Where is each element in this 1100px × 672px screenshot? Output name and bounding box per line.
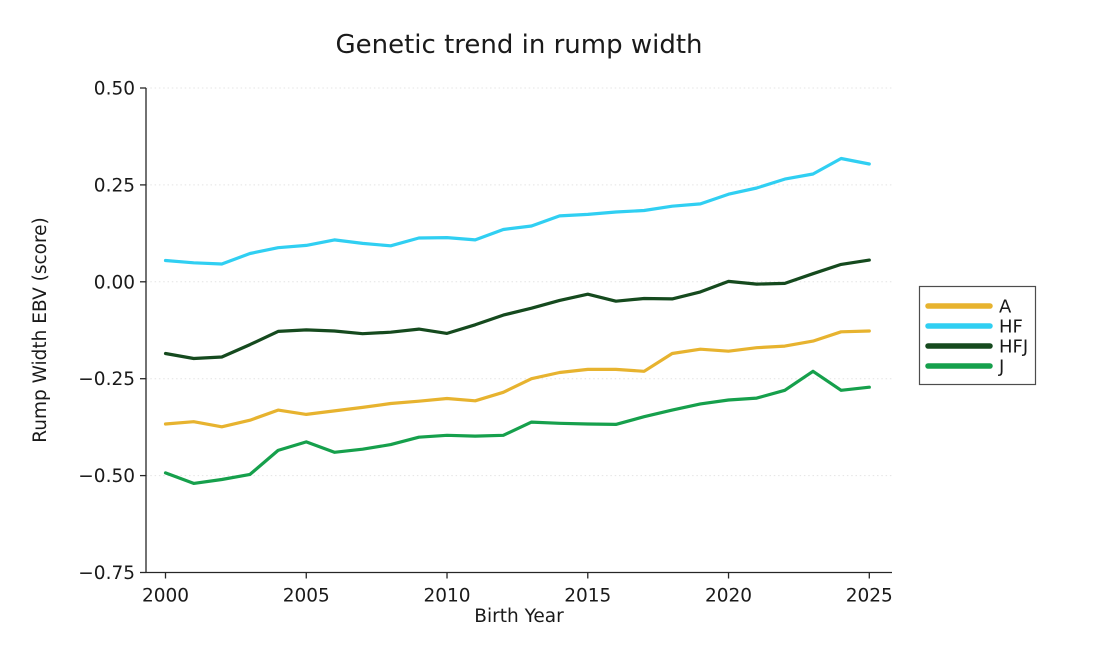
x-axis-label: Birth Year (474, 606, 564, 627)
series-line-A (163, 329, 871, 429)
x-tick-label: 2015 (564, 586, 611, 607)
series-line-HF (163, 156, 871, 266)
legend-label-J: J (998, 357, 1004, 378)
axes: 0.50 0.25 0.00 −0.25 −0.50 −0.75 2000 2005 2010 2… (78, 79, 893, 607)
y-tick-label: 0.50 (94, 79, 135, 100)
legend-label-HFJ: HFJ (999, 337, 1028, 358)
chart-title: Genetic trend in rump width (335, 30, 702, 60)
y-tick-label: 0.00 (94, 272, 135, 293)
x-tick-label: 2025 (846, 586, 893, 607)
y-tick-label: −0.25 (78, 369, 135, 390)
gridlines (146, 87, 892, 573)
legend-label-HF: HF (999, 317, 1023, 338)
series-line-HFJ (163, 258, 871, 361)
x-tick-label: 2000 (142, 586, 189, 607)
series-line-J (163, 369, 871, 485)
x-tick-label: 2010 (423, 586, 470, 607)
y-axis-label: Rump Width EBV (score) (30, 217, 51, 443)
y-tick-label: 0.25 (94, 175, 135, 196)
series-lines (163, 156, 871, 485)
y-tick-label: −0.75 (78, 563, 135, 584)
x-tick-label: 2005 (283, 586, 330, 607)
x-tick-label: 2020 (705, 586, 752, 607)
legend-label-A: A (999, 297, 1012, 318)
y-tick-label: −0.50 (78, 466, 135, 487)
